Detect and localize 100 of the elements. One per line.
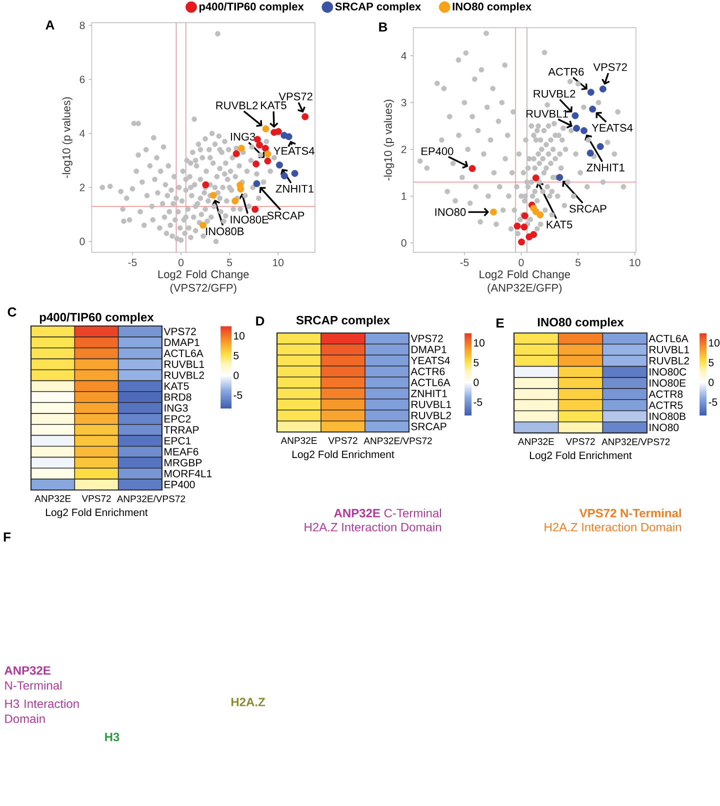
y-tick-label: 4 [80,130,85,138]
y-tick-label: ACTL6A [410,378,450,386]
y-tick-label: DMAP1 [412,346,446,354]
point [253,180,260,188]
point [202,181,210,188]
text: C [8,307,16,317]
y-tick-label: ZNHIT1 [411,390,447,398]
y-tick-label: INO80E [650,379,686,387]
text: ANP32E N-Terminal [4,666,62,690]
annotation: YEATS4 [274,147,314,155]
point [589,106,596,113]
text: D [256,316,264,326]
point [237,186,244,193]
x-tick-label: 10 [630,258,640,266]
legend-label: p400/TIP60 complex [199,2,304,13]
text: H3 Interaction Domain [5,699,79,723]
x-tick-label: ANP32E [518,438,554,445]
point [256,142,263,149]
color-bar-label: -5 [708,398,718,406]
y-tick-label: KAT5 [164,382,189,390]
annotation: SRCAP [267,212,304,220]
color-bar-label: 0 [474,378,479,386]
annotation: KAT5 [546,220,572,228]
point [252,160,260,168]
x-tick-label: ANP32E/VPS72 [364,437,432,444]
point [232,197,239,204]
point [285,133,292,140]
point [521,212,528,220]
color-bar-label: 0 [234,372,239,380]
annotation: INO80B [206,227,244,236]
x-axis-title: Log2 Fold Change (ANP32E/GFP) [480,270,570,294]
annotation: YEATS4 [592,124,633,132]
point [291,170,298,177]
color-bar-label: 0 [708,378,714,386]
x-tick-label: 10 [273,258,284,266]
y-tick-label: RUVBL2 [412,412,451,420]
color-bar-label: -5 [474,398,482,406]
y-tick-label: 3 [401,98,406,106]
point [468,165,476,172]
chart-title: INO80 complex [538,318,624,329]
x-axis-title: Log2 Fold Enrichment [292,450,394,460]
text: F [4,532,10,542]
x-tick-label: ANP32E [34,495,71,502]
annotation: RUVBL2 [216,102,258,110]
x-tick-label: VPS72 [566,438,595,445]
point [536,211,544,218]
y-tick-label: BRD8 [164,393,192,401]
point [490,208,498,216]
point [596,143,604,150]
text: VPS72 N-Terminal [579,508,681,518]
annotation: INO80E [230,216,268,224]
y-tick-label: YEATS4 [410,356,450,364]
chart-title: SRCAP complex [296,316,390,327]
y-tick-label: TRRAP [164,426,199,434]
point [200,222,207,229]
y-tick-label: RUVBL2 [164,371,204,379]
color-bar-label: 10 [234,332,244,340]
y-tick-label: 1 [402,192,406,200]
y-tick-label: MEAF6 [164,448,198,456]
y-tick-label: 2 [80,184,85,192]
color-bar-label: 10 [709,339,720,347]
text: E [496,318,504,328]
point [572,112,579,120]
y-tick-label: MRGBP [164,458,202,466]
y-tick-label: 0 [80,238,85,246]
annotation: ZNHIT1 [586,164,624,172]
color-bar-label: 5 [708,358,714,366]
x-tick-label: ANP32E/VPS72 [116,495,186,502]
annotation: KAT5 [260,102,286,110]
point [573,124,580,132]
x-tick-label: -5 [128,258,137,266]
text: B [379,22,388,32]
annotation: RUVBL1 [526,110,568,118]
legend-label: INO80 complex [452,2,532,13]
color-bar-label: -5 [234,392,242,399]
y-tick-label: ACTL6A [648,334,688,342]
chart-title: p400/TIP60 complex [40,312,154,324]
point [514,222,521,230]
text: H2A.Z Interaction Domain [544,522,681,532]
point [586,150,594,157]
annotation: VPS72 [593,63,627,71]
point [518,238,526,246]
y-tick-label: RUVBL1 [412,400,452,408]
x-axis-title: Log2 Fold Enrichment [46,508,148,518]
annotation: VPS72 [278,92,312,100]
y-tick-label: DMAP1 [164,338,200,346]
y-tick-label: SRCAP [411,422,446,430]
annotation: INO80 [435,208,466,216]
point [587,88,594,96]
x-tick-label: VPS72 [328,437,358,444]
y-tick-label: VPS72 [164,328,196,336]
y-tick-label: ACTR5 [648,402,683,409]
point [262,125,270,132]
x-tick-label: 5 [576,258,581,266]
y-axis-title: -log10 (p values) [384,100,394,180]
y-tick-label: ING3 [164,404,188,412]
y-tick-label: VPS72 [410,334,443,342]
y-tick-label: 8 [80,22,85,30]
point [520,224,528,231]
y-tick-label: 2 [401,146,406,154]
